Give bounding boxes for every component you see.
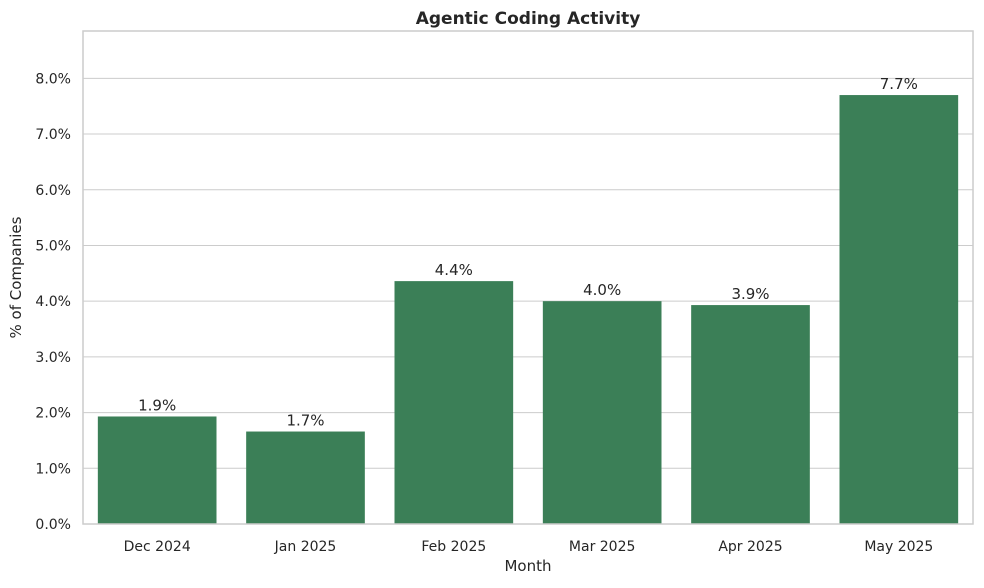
bar — [542, 301, 662, 524]
x-tick-label: Feb 2025 — [421, 539, 486, 555]
bars — [97, 95, 959, 525]
x-axis-label: Month — [504, 557, 551, 575]
bar-value-label: 4.4% — [435, 261, 473, 279]
y-tick-label: 3.0% — [35, 350, 71, 366]
bar — [97, 416, 217, 524]
bar-value-label: 3.9% — [731, 285, 769, 303]
y-tick-label: 2.0% — [35, 406, 71, 422]
chart-title: Agentic Coding Activity — [416, 9, 641, 29]
x-tick-label: Apr 2025 — [718, 539, 782, 555]
y-tick-label: 0.0% — [35, 517, 71, 533]
plot-frame — [82, 30, 974, 525]
tick-labels: 0.0% 1.0% 2.0% 3.0% 4.0% 5.0% 6.0% 7.0% 8.0% Dec … — [35, 71, 933, 555]
y-tick-label: 5.0% — [35, 238, 71, 254]
x-tick-label: May 2025 — [864, 539, 933, 555]
bar-value-label: 7.7% — [880, 75, 918, 93]
y-tick-label: 1.0% — [35, 461, 71, 477]
y-tick-label: 4.0% — [35, 294, 71, 310]
bar — [246, 431, 365, 524]
bar-value-label: 1.9% — [138, 396, 176, 414]
data-labels: 1.9% 1.7% 4.4% 4.0% 3.9% 7.7% — [138, 75, 918, 429]
bar — [691, 305, 810, 524]
y-tick-label: 6.0% — [35, 183, 71, 199]
bar-value-label: 1.7% — [286, 412, 324, 430]
gridlines — [83, 77, 973, 525]
y-tick-label: 8.0% — [35, 71, 71, 87]
x-tick-label: Jan 2025 — [274, 539, 337, 555]
bar-value-label: 4.0% — [583, 281, 621, 299]
y-tick-label: 7.0% — [35, 127, 71, 143]
x-tick-label: Mar 2025 — [569, 539, 636, 555]
bar — [394, 281, 514, 524]
bar — [839, 95, 959, 525]
x-tick-label: Dec 2024 — [124, 539, 191, 555]
y-axis-label: % of Companies — [7, 216, 25, 338]
